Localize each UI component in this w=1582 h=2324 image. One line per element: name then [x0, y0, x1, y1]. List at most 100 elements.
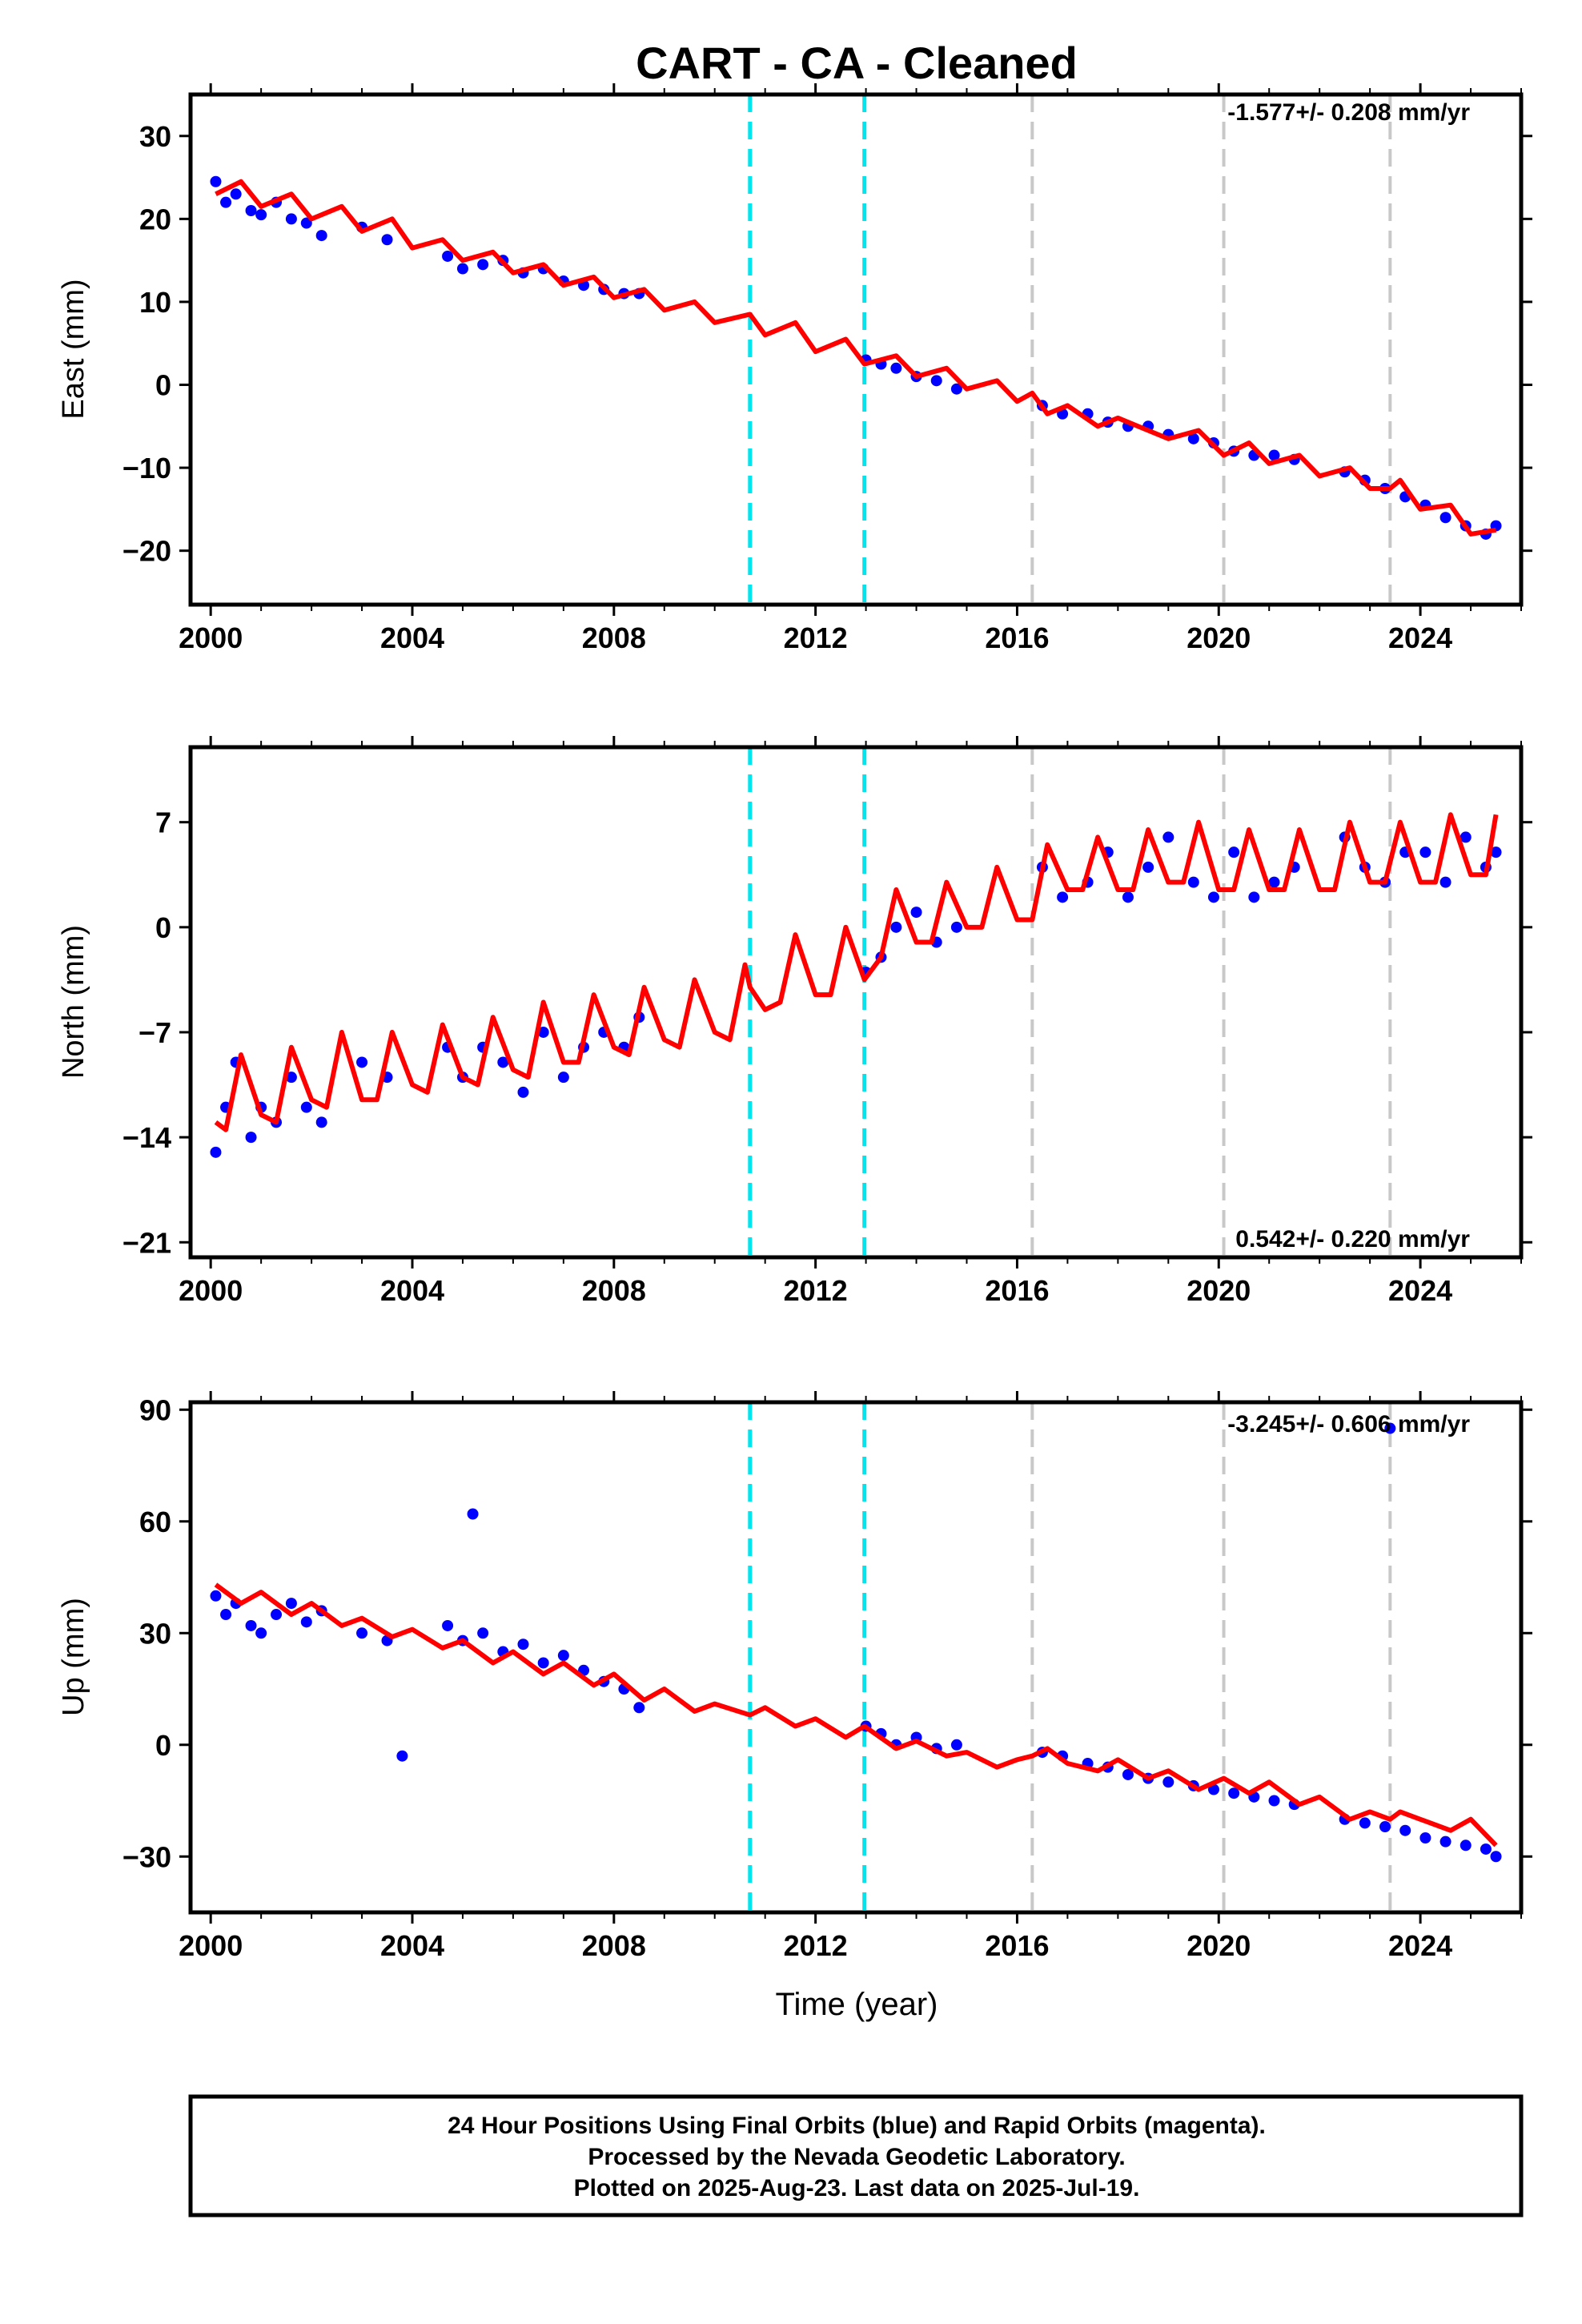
up-data-point	[517, 1638, 529, 1651]
footer-line-1: 24 Hour Positions Using Final Orbits (bl…	[448, 2113, 1266, 2139]
up-ytick-label: 90	[139, 1393, 171, 1426]
up-ytick-label: −30	[122, 1840, 171, 1873]
east-rate-label: -1.577+/- 0.208 mm/yr	[1227, 99, 1470, 126]
north-data-point	[1122, 891, 1134, 903]
east-xtick-label: 2020	[1186, 621, 1251, 654]
east-ytick-label: −20	[122, 535, 171, 568]
east-data-point	[230, 188, 242, 200]
up-xtick-labels: 2000 2004 2008 2012 2016 2020 2024	[179, 1929, 1452, 1962]
north-data-point	[315, 1116, 327, 1128]
up-ytick-labels: 90 60 30 0 −30	[122, 1393, 171, 1873]
up-panel: 2000 2004 2008 2012 2016 2020 2024 9060300−30 …	[57, 1391, 1532, 1962]
east-events	[748, 94, 1392, 605]
east-data-point	[1439, 512, 1452, 524]
up-xtick-label: 2008	[582, 1929, 646, 1962]
east-data-point	[300, 217, 312, 229]
east-points	[210, 175, 1502, 540]
east-data-point	[1268, 449, 1280, 461]
north-ytick-label: 0	[155, 911, 171, 944]
north-data-point	[890, 921, 902, 933]
up-xtick-label: 2024	[1388, 1929, 1452, 1962]
east-data-point	[442, 250, 454, 262]
up-xtick-label: 2012	[784, 1929, 848, 1962]
north-data-point	[497, 1056, 509, 1068]
east-data-point	[315, 230, 327, 242]
east-xtick-labels: 2000 2004 2008 2012 2016 2020 2024	[179, 621, 1452, 654]
north-data-point	[1228, 846, 1240, 858]
up-rate-label: -3.245+/- 0.606 mm/yr	[1227, 1411, 1470, 1437]
east-xtick-label: 2024	[1388, 621, 1452, 654]
up-data-point	[1384, 1422, 1396, 1434]
north-xtick-label: 2012	[784, 1274, 848, 1307]
up-data-point	[1268, 1795, 1280, 1807]
north-data-point	[537, 1026, 549, 1038]
north-data-point	[950, 921, 962, 933]
up-events	[748, 1402, 1392, 1912]
up-data-point	[537, 1657, 549, 1669]
north-data-point	[1268, 876, 1280, 888]
north-ytick-label: −7	[139, 1016, 171, 1049]
up-data-point	[1490, 1851, 1502, 1863]
east-xtick-label: 2004	[380, 621, 444, 654]
up-data-point	[442, 1619, 454, 1631]
north-data-point	[300, 1101, 312, 1113]
north-data-point	[285, 1072, 297, 1084]
north-data-point	[1460, 831, 1472, 843]
north-data-point	[210, 1146, 222, 1158]
figure-title: CART - CA - Cleaned	[636, 38, 1078, 88]
east-xtick-label: 2016	[985, 621, 1049, 654]
north-data-point	[1490, 846, 1502, 858]
east-ytick-label: −10	[122, 452, 171, 485]
north-data-point	[1248, 891, 1260, 903]
north-data-point	[1207, 891, 1219, 903]
up-data-point	[557, 1650, 569, 1662]
east-ytick-label: 0	[155, 369, 171, 402]
up-data-point	[633, 1702, 645, 1714]
up-data-point	[396, 1750, 408, 1762]
up-data-point	[1419, 1832, 1431, 1844]
up-xtick-label: 2016	[985, 1929, 1049, 1962]
up-xtick-label: 2020	[1186, 1929, 1251, 1962]
up-data-point	[271, 1609, 283, 1621]
north-data-point	[557, 1072, 569, 1084]
up-data-point	[1439, 1835, 1452, 1848]
east-model-line	[215, 179, 1497, 537]
east-data-point	[930, 375, 942, 387]
up-data-point	[467, 1508, 479, 1520]
north-ytick-label: −21	[122, 1226, 171, 1259]
east-ylabel: East (mm)	[57, 279, 90, 419]
up-data-point	[1122, 1768, 1134, 1780]
east-data-point	[255, 209, 267, 221]
north-events	[748, 747, 1392, 1257]
north-ytick-label: 7	[155, 806, 171, 839]
north-data-point	[910, 907, 922, 919]
up-data-point	[356, 1627, 368, 1639]
east-ticks	[179, 83, 1532, 616]
up-data-point	[477, 1627, 489, 1639]
up-model-line	[214, 1582, 1498, 1848]
north-data-point	[1162, 831, 1174, 843]
east-data-point	[220, 196, 232, 208]
north-ytick-label: −14	[122, 1121, 171, 1154]
north-data-point	[356, 1056, 368, 1068]
north-xtick-label: 2024	[1388, 1274, 1452, 1307]
north-data-point	[1187, 876, 1199, 888]
east-data-point	[210, 175, 222, 187]
up-ylabel: Up (mm)	[57, 1598, 90, 1716]
north-panel: 2000 2004 2008 2012 2016 2020 2024 70−7−14−21 …	[57, 736, 1532, 1307]
up-data-point	[300, 1616, 312, 1628]
east-data-point	[890, 362, 902, 374]
footer-box	[188, 2094, 1524, 2217]
north-xtick-labels: 2000 2004 2008 2012 2016 2020 2024	[179, 1274, 1452, 1307]
east-ytick-label: 30	[139, 120, 171, 153]
up-data-point	[1399, 1824, 1411, 1836]
up-ytick-label: 30	[139, 1617, 171, 1650]
up-data-point	[1480, 1843, 1492, 1855]
up-points	[210, 1422, 1502, 1863]
north-points	[210, 831, 1502, 1158]
east-ytick-labels: 30 20 10 0 −10 −20	[122, 120, 171, 568]
up-xtick-label: 2000	[179, 1929, 243, 1962]
north-ticks	[179, 736, 1532, 1269]
up-data-point	[1207, 1783, 1219, 1795]
